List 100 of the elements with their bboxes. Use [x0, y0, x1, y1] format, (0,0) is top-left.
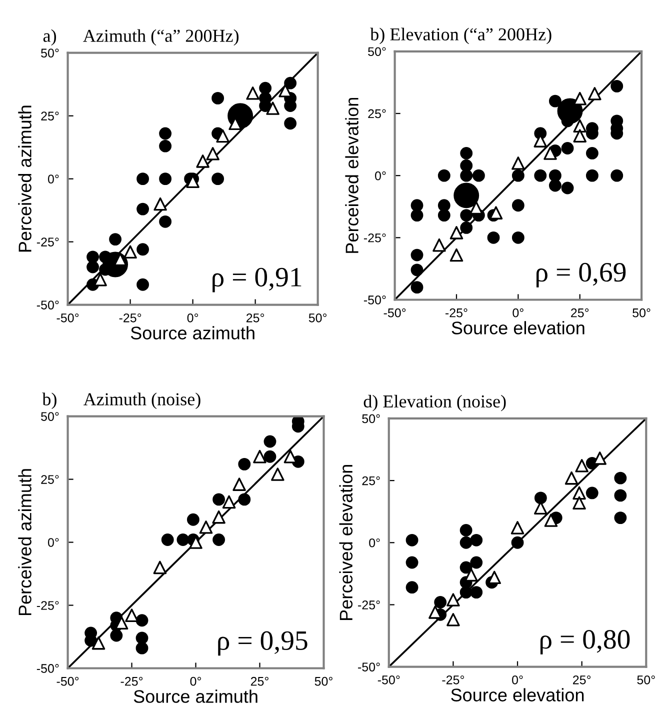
y-tick-label: 0°	[369, 538, 380, 548]
point	[460, 209, 473, 222]
x-tick-label: 50°	[632, 308, 650, 318]
point	[110, 629, 123, 642]
x-tick-label: -50°	[384, 308, 406, 318]
y-tick-label: 25°	[362, 476, 380, 486]
point	[159, 215, 172, 228]
point	[246, 86, 260, 100]
point	[176, 534, 190, 546]
point	[586, 486, 598, 500]
x-tick-label: -25°	[446, 308, 468, 318]
y-tick-label: 0°	[48, 174, 59, 184]
point	[284, 76, 297, 90]
point	[199, 520, 213, 534]
x-tick-label: 25°	[571, 308, 589, 318]
point	[470, 586, 483, 599]
point	[588, 86, 602, 100]
point	[216, 129, 230, 143]
point	[212, 493, 226, 506]
y-tick-label: -25°	[36, 238, 59, 246]
x-tick-label: 0°	[512, 308, 524, 318]
point	[136, 243, 149, 256]
point	[238, 493, 251, 506]
point	[460, 147, 473, 160]
point	[446, 612, 460, 626]
point	[573, 129, 587, 142]
point	[450, 226, 464, 240]
point	[153, 560, 167, 574]
x-tick-label: 25°	[573, 675, 591, 684]
point	[410, 264, 424, 276]
annotation: ρ = 0,69	[536, 262, 626, 288]
point	[512, 199, 524, 212]
y-tick-label: 0°	[48, 538, 59, 547]
x-tick-label: -25°	[442, 675, 464, 684]
point	[460, 586, 472, 599]
point	[572, 496, 586, 510]
point	[125, 608, 138, 622]
chart-title: a) Azimuth (“a” 200Hz)	[43, 29, 239, 46]
point	[94, 272, 107, 286]
y-tick-label: 25°	[368, 109, 386, 118]
point	[544, 146, 557, 160]
point	[86, 250, 99, 264]
point	[136, 202, 149, 216]
point	[544, 514, 558, 527]
x-tick-label: 25°	[246, 313, 264, 322]
point	[510, 521, 524, 534]
point	[136, 172, 149, 186]
point	[564, 471, 578, 485]
point	[548, 169, 562, 182]
y-tick-label: 50°	[362, 414, 380, 424]
point	[238, 458, 251, 470]
x-axis-title: Source azimuth	[130, 326, 254, 340]
point	[573, 92, 587, 106]
point	[86, 260, 99, 274]
point	[259, 82, 272, 94]
point	[432, 238, 446, 252]
point	[438, 169, 450, 182]
point	[470, 556, 483, 569]
y-tick-label: -50°	[36, 664, 59, 673]
point	[610, 169, 624, 182]
point	[548, 179, 562, 192]
point	[614, 472, 627, 484]
chart-title: b) Azimuth (noise)	[42, 392, 200, 410]
point	[512, 169, 524, 182]
point	[161, 534, 174, 546]
point	[159, 140, 172, 152]
y-tick-label: 0°	[375, 171, 386, 180]
point	[136, 632, 148, 644]
point	[264, 450, 276, 463]
point	[586, 169, 598, 182]
annotation: ρ = 0,95	[218, 631, 308, 656]
point	[438, 209, 450, 222]
x-axis-title: Source azimuth	[134, 690, 258, 703]
point	[438, 199, 450, 212]
y-tick-label: -25°	[36, 601, 59, 610]
point	[460, 222, 473, 234]
point	[410, 281, 424, 294]
point	[264, 435, 276, 448]
point	[586, 147, 598, 160]
x-tick-label: 0°	[512, 675, 523, 684]
annotation: ρ = 0,91	[212, 268, 302, 292]
point	[253, 450, 266, 464]
point	[154, 197, 167, 211]
point	[561, 142, 574, 154]
point	[512, 231, 524, 244]
point	[593, 452, 606, 465]
point	[212, 534, 226, 546]
point	[534, 169, 547, 182]
y-tick-label: 25°	[41, 475, 59, 484]
x-tick-label: -50°	[56, 676, 79, 686]
y-tick-label: 25°	[41, 112, 59, 120]
y-axis-title: Perceived azimuth	[18, 469, 32, 616]
point	[124, 245, 137, 259]
point	[159, 172, 172, 186]
point	[136, 642, 148, 654]
point	[410, 248, 424, 262]
point	[410, 199, 424, 212]
point	[446, 593, 460, 606]
x-tick-label: 50°	[637, 675, 655, 684]
point	[410, 209, 424, 222]
